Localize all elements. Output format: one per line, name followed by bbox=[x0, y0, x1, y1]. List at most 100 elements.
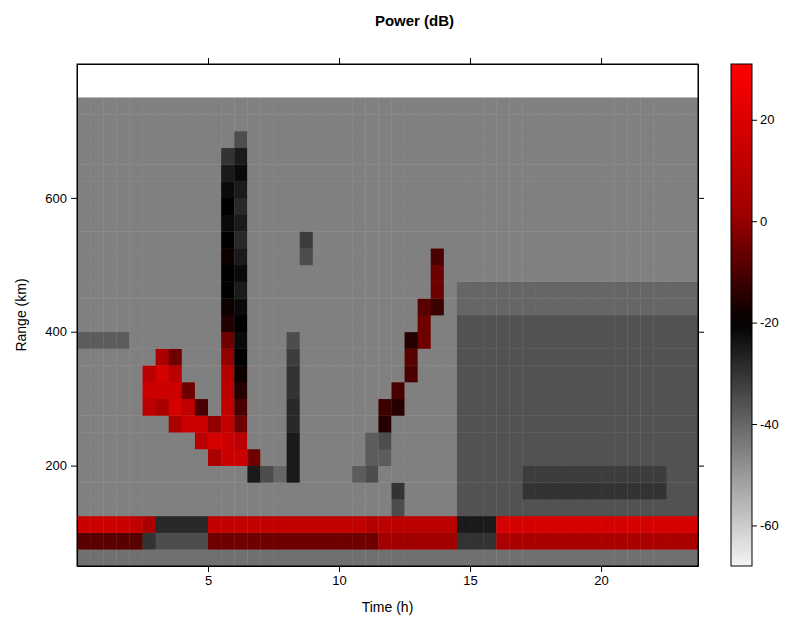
cell bbox=[143, 315, 157, 332]
cell bbox=[693, 265, 698, 282]
cell bbox=[103, 399, 117, 416]
cell bbox=[116, 482, 130, 499]
cell bbox=[287, 114, 301, 131]
cell bbox=[640, 215, 654, 232]
y-axis-line bbox=[77, 65, 78, 567]
cell bbox=[457, 198, 471, 215]
cell bbox=[405, 399, 419, 416]
cell bbox=[444, 432, 458, 449]
cell bbox=[509, 365, 523, 382]
cell bbox=[693, 231, 698, 248]
cell bbox=[116, 348, 130, 365]
cell bbox=[274, 533, 288, 550]
cell bbox=[287, 265, 301, 282]
cell bbox=[129, 315, 143, 332]
cell bbox=[247, 516, 261, 533]
cell bbox=[405, 231, 419, 248]
cell bbox=[549, 282, 563, 299]
cell bbox=[391, 248, 405, 265]
cell bbox=[300, 131, 314, 148]
cell bbox=[352, 97, 366, 114]
cell bbox=[562, 114, 576, 131]
cell bbox=[378, 516, 392, 533]
cell bbox=[680, 114, 694, 131]
cell bbox=[667, 499, 681, 516]
cell bbox=[260, 315, 274, 332]
cell bbox=[418, 114, 432, 131]
cell bbox=[470, 549, 484, 566]
cell bbox=[640, 549, 654, 566]
cell bbox=[418, 181, 432, 198]
cell bbox=[234, 533, 248, 550]
cell bbox=[208, 466, 222, 483]
cell bbox=[522, 432, 536, 449]
cell bbox=[90, 332, 104, 349]
cell bbox=[313, 348, 327, 365]
cell bbox=[169, 449, 183, 466]
cell bbox=[562, 415, 576, 432]
cell bbox=[470, 482, 484, 499]
cell bbox=[195, 315, 209, 332]
cell bbox=[313, 231, 327, 248]
cell bbox=[391, 549, 405, 566]
cell bbox=[143, 97, 157, 114]
cell bbox=[339, 482, 353, 499]
cell bbox=[405, 516, 419, 533]
cell bbox=[208, 114, 222, 131]
cell bbox=[208, 516, 222, 533]
cell bbox=[247, 181, 261, 198]
cell bbox=[208, 533, 222, 550]
cell bbox=[640, 415, 654, 432]
cell bbox=[156, 198, 170, 215]
colorbar-axis-tick: -60 bbox=[752, 518, 779, 533]
cell bbox=[549, 482, 563, 499]
cell bbox=[182, 382, 196, 399]
cell bbox=[365, 315, 379, 332]
cell bbox=[352, 181, 366, 198]
cell bbox=[483, 315, 497, 332]
cell bbox=[90, 549, 104, 566]
cell bbox=[339, 499, 353, 516]
cell bbox=[195, 231, 209, 248]
cell bbox=[614, 399, 628, 416]
cell bbox=[208, 415, 222, 432]
cell bbox=[680, 382, 694, 399]
cell bbox=[156, 432, 170, 449]
cell bbox=[509, 298, 523, 315]
cell bbox=[444, 482, 458, 499]
cell bbox=[418, 549, 432, 566]
cell bbox=[195, 131, 209, 148]
cell bbox=[247, 265, 261, 282]
cell bbox=[339, 148, 353, 165]
cell bbox=[614, 114, 628, 131]
cell bbox=[234, 164, 248, 181]
cell bbox=[116, 315, 130, 332]
cell bbox=[693, 449, 698, 466]
cell bbox=[300, 449, 314, 466]
cell bbox=[549, 298, 563, 315]
cell bbox=[90, 282, 104, 299]
cell bbox=[693, 97, 698, 114]
cell bbox=[156, 298, 170, 315]
cell bbox=[143, 415, 157, 432]
cell bbox=[496, 348, 510, 365]
cell bbox=[116, 499, 130, 516]
cell bbox=[90, 432, 104, 449]
cell bbox=[116, 148, 130, 165]
cell bbox=[103, 533, 117, 550]
cell bbox=[562, 215, 576, 232]
colorbar-axis-tick-mark bbox=[752, 221, 757, 222]
cell bbox=[470, 114, 484, 131]
cell bbox=[562, 466, 576, 483]
colorbar-axis-tick-label: -20 bbox=[760, 315, 779, 330]
cell bbox=[90, 348, 104, 365]
cell bbox=[169, 315, 183, 332]
cell bbox=[693, 499, 698, 516]
cell bbox=[640, 298, 654, 315]
cell bbox=[156, 181, 170, 198]
cell bbox=[496, 499, 510, 516]
cell bbox=[156, 282, 170, 299]
cell bbox=[588, 415, 602, 432]
cell bbox=[260, 365, 274, 382]
cell bbox=[483, 348, 497, 365]
